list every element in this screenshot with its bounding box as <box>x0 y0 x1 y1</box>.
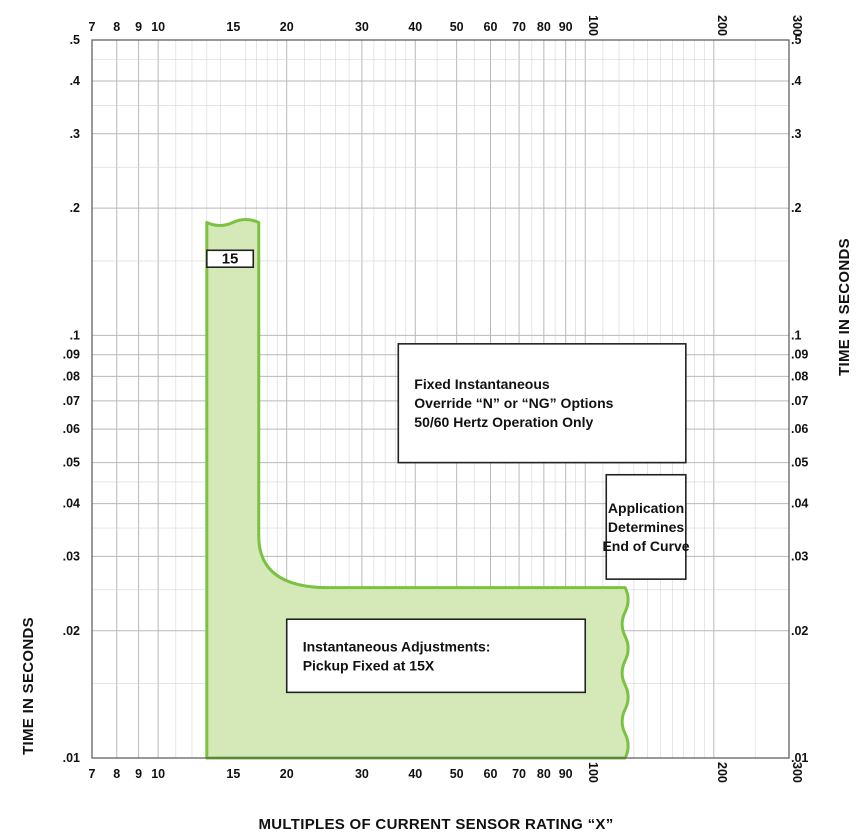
x-tick-label-bottom: 40 <box>408 767 422 781</box>
y-tick-label-right: .01 <box>791 751 808 765</box>
annotation-text-end-of-curve: Determines <box>608 519 684 535</box>
x-tick-label-bottom: 100 <box>586 762 600 783</box>
annotation-text-override: Fixed Instantaneous <box>414 376 550 392</box>
y-tick-label-left: .3 <box>70 127 80 141</box>
x-tick-label-bottom: 300 <box>790 762 804 783</box>
y-tick-label-left: .07 <box>63 394 80 408</box>
x-tick-label-bottom: 20 <box>280 767 294 781</box>
x-tick-label-bottom: 7 <box>89 767 96 781</box>
y-tick-label-left: .4 <box>70 74 80 88</box>
x-tick-label-top: 100 <box>586 15 600 36</box>
y-tick-label-right: .04 <box>791 497 808 511</box>
x-tick-label-bottom: 10 <box>151 767 165 781</box>
y-axis-title-left: TIME IN SECONDS <box>20 617 37 755</box>
y-tick-label-right: .07 <box>791 394 808 408</box>
x-tick-label-bottom: 15 <box>226 767 240 781</box>
x-tick-label-bottom: 200 <box>715 762 729 783</box>
x-tick-label-bottom: 50 <box>450 767 464 781</box>
annotation-box-pickup <box>206 249 255 268</box>
x-tick-label-bottom: 30 <box>355 767 369 781</box>
pickup-label: 15 <box>222 251 239 268</box>
y-tick-label-left: .08 <box>63 369 80 383</box>
x-tick-label-top: 8 <box>113 20 120 34</box>
annotations: 15 Fixed Instantaneous Override “N” or “NG… <box>206 249 690 694</box>
annotation-text-override: Override “N” or “NG” Options <box>414 395 613 411</box>
x-tick-label-top: 200 <box>715 15 729 36</box>
annotation-text-adjustments: Pickup Fixed at 15X <box>303 657 435 673</box>
x-tick-label-bottom: 9 <box>135 767 142 781</box>
annotation-box-override <box>397 343 687 464</box>
y-tick-label-left: .04 <box>63 497 80 511</box>
y-tick-label-right: .3 <box>791 127 801 141</box>
y-tick-label-left: .03 <box>63 549 80 563</box>
y-tick-label-right: .03 <box>791 549 808 563</box>
y-tick-label-left: .06 <box>63 422 80 436</box>
y-tick-label-right: .08 <box>791 369 808 383</box>
x-tick-label-bottom: 70 <box>512 767 526 781</box>
y-tick-label-left: .01 <box>63 751 80 765</box>
tick-labels: 7 7 8 8 9 9 10 10 15 15 20 20 30 30 40 40 50 50 60 60 70 70 80… <box>63 15 809 783</box>
x-tick-label-top: 60 <box>484 20 498 34</box>
x-tick-label-top: 40 <box>408 20 422 34</box>
x-tick-label-top: 10 <box>151 20 165 34</box>
y-tick-label-left: .1 <box>70 328 80 342</box>
x-tick-label-bottom: 8 <box>113 767 120 781</box>
x-tick-label-top: 30 <box>355 20 369 34</box>
y-tick-label-right: .4 <box>791 74 801 88</box>
y-tick-label-left: .02 <box>63 624 80 638</box>
x-tick-label-top: 90 <box>559 20 573 34</box>
x-tick-label-top: 80 <box>537 20 551 34</box>
y-tick-label-right: .02 <box>791 624 808 638</box>
annotation-text-adjustments: Instantaneous Adjustments: <box>303 638 491 654</box>
plot-frame <box>91 39 790 759</box>
x-tick-label-bottom: 80 <box>537 767 551 781</box>
y-tick-label-left: .5 <box>70 33 80 47</box>
y-tick-label-right: .1 <box>791 328 801 342</box>
annotation-text-end-of-curve: Application <box>608 500 684 516</box>
x-tick-label-top: 15 <box>226 20 240 34</box>
annotation-box-adjustments <box>285 618 587 694</box>
annotation-text-end-of-curve: End of Curve <box>602 538 689 554</box>
y-tick-label-right: .2 <box>791 201 801 215</box>
plot-border <box>91 39 790 759</box>
y-tick-label-right: .05 <box>791 456 808 470</box>
x-axis-title: MULTIPLES OF CURRENT SENSOR RATING “X” <box>258 816 613 833</box>
y-tick-label-right: .5 <box>791 33 801 47</box>
annotation-text-override: 50/60 Hertz Operation Only <box>414 414 593 430</box>
y-axis-title-right: TIME IN SECONDS <box>836 238 853 376</box>
x-tick-label-top: 20 <box>280 20 294 34</box>
x-tick-label-top: 300 <box>790 15 804 36</box>
y-tick-label-right: .06 <box>791 422 808 436</box>
x-tick-label-bottom: 90 <box>559 767 573 781</box>
y-tick-label-right: .09 <box>791 348 808 362</box>
y-tick-label-left: .2 <box>70 201 80 215</box>
x-tick-label-top: 70 <box>512 20 526 34</box>
x-tick-label-top: 50 <box>450 20 464 34</box>
x-tick-label-top: 7 <box>89 20 96 34</box>
x-tick-label-top: 9 <box>135 20 142 34</box>
annotation-box-end-of-curve <box>605 473 687 580</box>
y-tick-label-left: .09 <box>63 348 80 362</box>
y-tick-label-left: .05 <box>63 456 80 470</box>
x-tick-label-bottom: 60 <box>484 767 498 781</box>
